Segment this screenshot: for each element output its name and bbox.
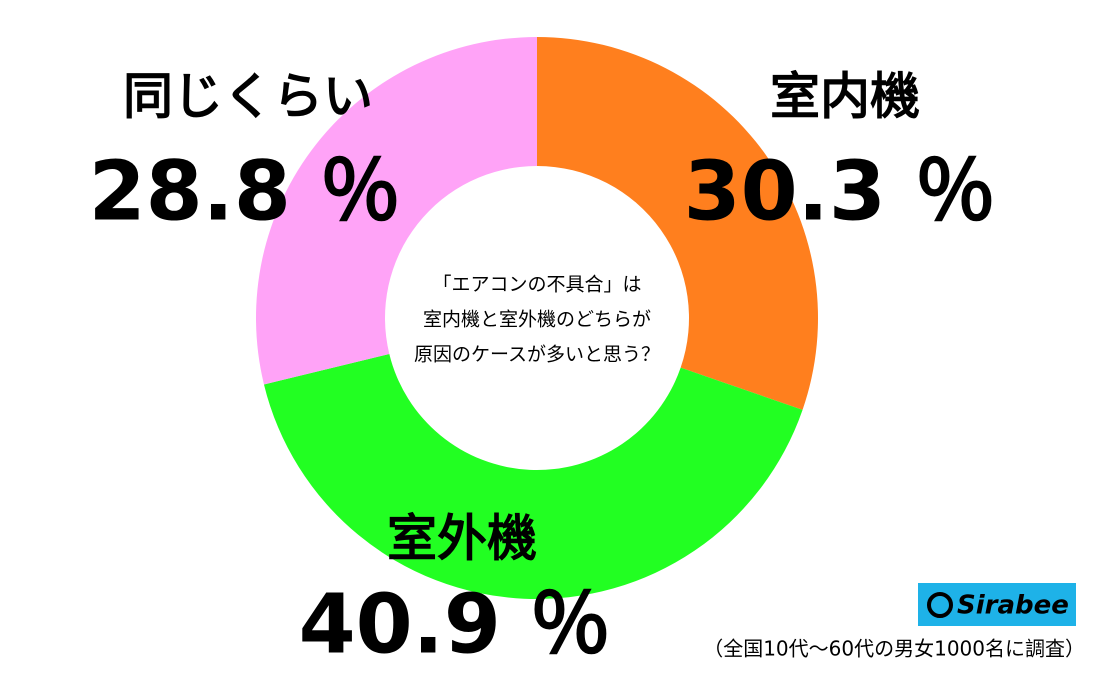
category-label: 室外機 (387, 510, 537, 568)
center-text: 原因のケースが多いと思う？ (414, 344, 660, 366)
logo: Sirabee (957, 591, 1069, 621)
slice (256, 37, 537, 385)
value-label: 40.9 ％ (299, 577, 612, 672)
center-text: 「エアコンの不具合」は (432, 274, 641, 296)
category-label: 同じくらい (123, 68, 373, 126)
value-label: 30.3 ％ (684, 144, 997, 239)
category-label: 室内機 (770, 68, 920, 126)
center-text: 室内機と室外機のどちらが (423, 309, 651, 331)
logo-box (918, 583, 1076, 626)
source-note: （全国10代～60代の男女1000名に調査） (703, 637, 1085, 661)
logo-icon (927, 592, 953, 618)
donut (256, 37, 818, 599)
slice (263, 353, 803, 599)
value-label: 28.8 ％ (89, 144, 402, 239)
slice (537, 37, 818, 410)
